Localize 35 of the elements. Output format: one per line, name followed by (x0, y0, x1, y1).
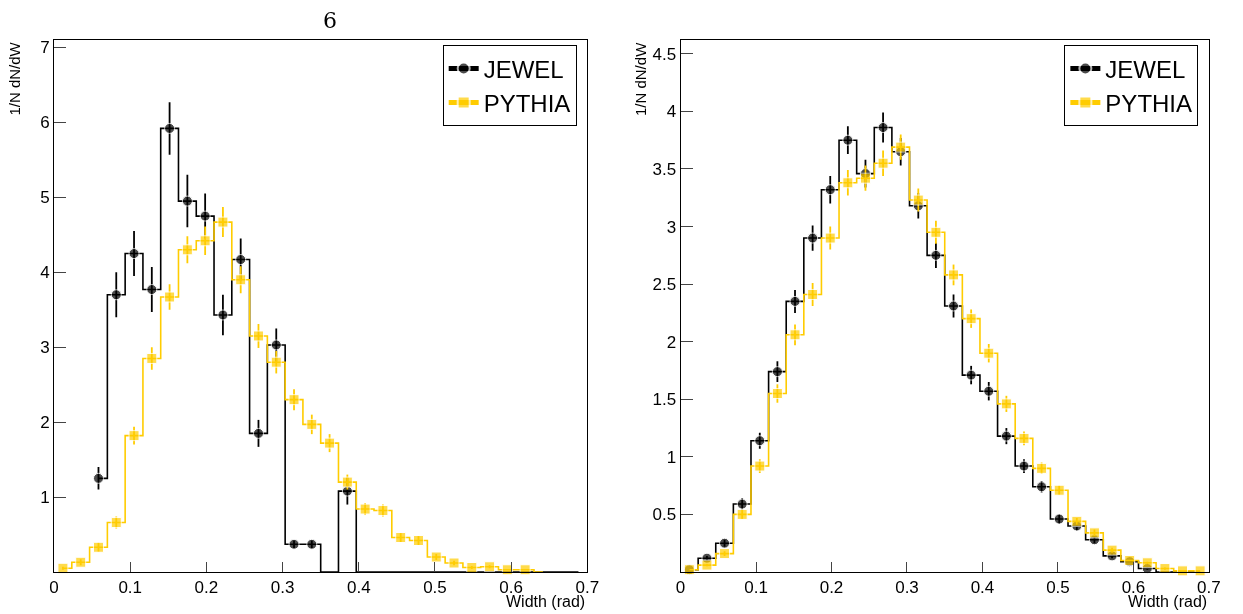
y-tick-label: 3 (40, 338, 50, 358)
y-axis-title: 1/N dN/dW (632, 41, 650, 117)
y-tick-label: 6 (40, 113, 50, 133)
y-tick-label: 3 (666, 217, 677, 237)
y-tick-label: 1 (666, 447, 677, 467)
x-tick-label: 0.4 (970, 578, 995, 598)
y-tick-label: 4.5 (652, 44, 677, 64)
text: 6 (323, 8, 337, 33)
x-tick-label: 0.1 (744, 578, 768, 598)
x-tick-label: 0.3 (270, 578, 295, 598)
y-tick-label: 5 (40, 188, 50, 208)
x-tick-label: 0.5 (423, 578, 447, 598)
y-tick-label: 1 (40, 488, 50, 508)
y-tick-label: 4 (40, 263, 50, 283)
y-tick-label: 1.5 (652, 390, 677, 410)
legend-label: PYTHIA (483, 89, 571, 117)
y-tick-label: 2.5 (652, 275, 677, 295)
x-tick-label: 0.3 (895, 578, 919, 598)
x-tick-label: 0.2 (194, 578, 219, 598)
y-tick-label: 4 (666, 102, 677, 122)
y-axis-title: 1/N dN/dW (5, 41, 23, 116)
legend-label: PYTHIA (1105, 89, 1193, 117)
y-tick-label: 7 (40, 38, 50, 58)
legend-label: JEWEL (483, 55, 564, 83)
x-tick-label: 0 (49, 578, 59, 598)
y-tick-label: 0.5 (652, 505, 677, 525)
x-tick-label: 0.4 (346, 578, 371, 598)
x-tick-label: 0.2 (819, 578, 844, 598)
y-tick-label: 3.5 (652, 159, 677, 179)
x-tick-label: 0 (675, 578, 686, 598)
y-tick-label: 2 (40, 413, 50, 433)
y-tick-label: 2 (666, 332, 677, 352)
legend-label: JEWEL (1105, 55, 1186, 83)
x-tick-label: 0.1 (118, 578, 143, 598)
x-tick-label: 0.5 (1046, 578, 1070, 598)
